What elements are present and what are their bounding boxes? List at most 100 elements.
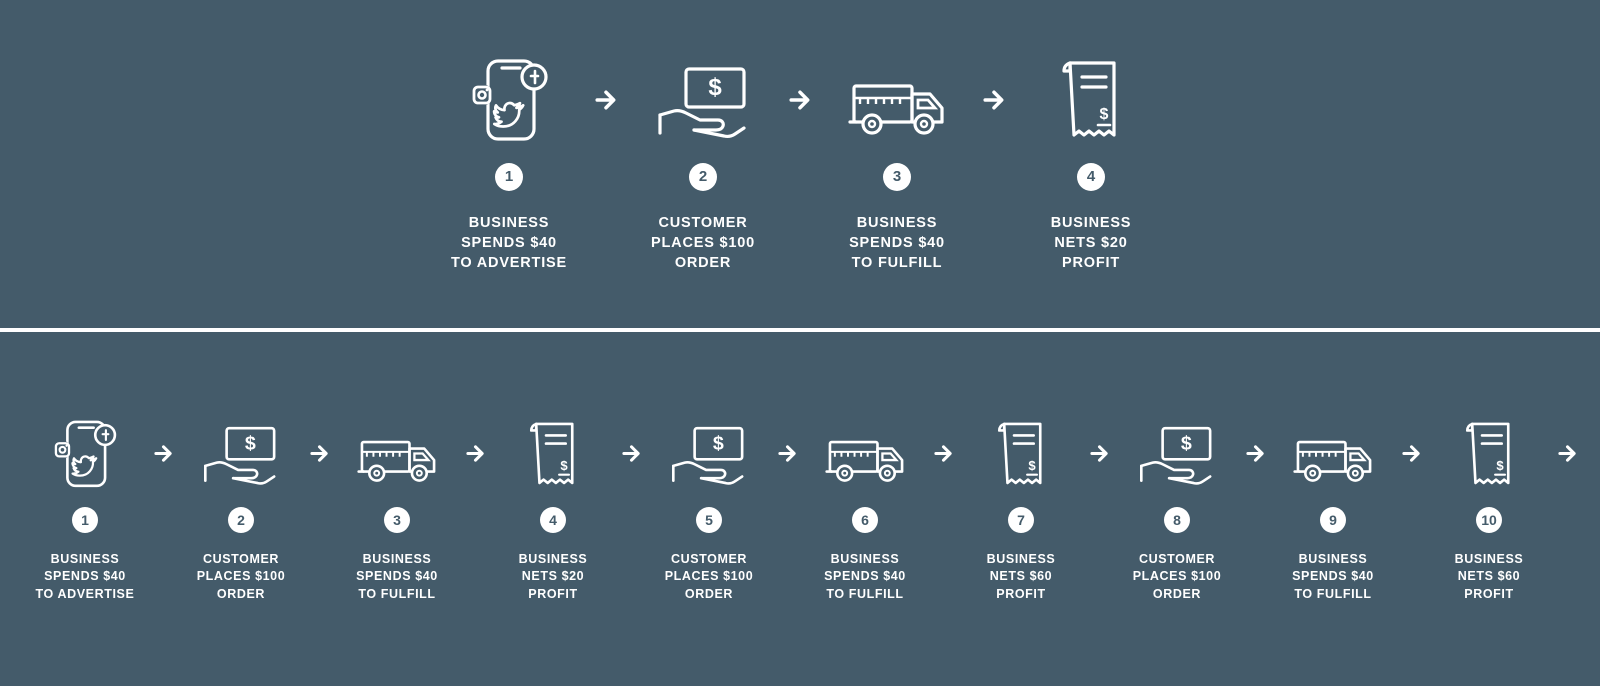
arrow-icon [934,444,953,463]
flow-step: 2 CUSTOMERPLACES $100ORDER [618,55,788,274]
step-caption: BUSINESSSPENDS $40TO FULFILL [849,213,945,274]
flow-arrow [618,415,644,493]
truck-icon [357,424,437,483]
step-icon-wrap [656,55,750,145]
step-number-badge: 6 [852,507,878,533]
flow-arrow [1398,415,1424,493]
arrow-icon [778,444,797,463]
flow-arrow [150,415,176,493]
arrow-icon [466,444,485,463]
flow-step: 2 CUSTOMERPLACES $100ORDER [176,415,306,604]
step-caption: BUSINESSSPENDS $40TO FULFILL [1292,551,1374,604]
step-number-badge: 5 [696,507,722,533]
truck-icon [825,424,905,483]
flow-step: 1 BUSINESSSPENDS $40TO ADVERTISE [20,415,150,604]
step-number-badge: 2 [689,163,717,191]
arrow-icon [789,89,811,111]
step-caption: CUSTOMERPLACES $100ORDER [1133,551,1222,604]
flow-arrow [930,415,956,493]
arrow-icon [1246,444,1265,463]
flow-arrow [774,415,800,493]
hand-money-icon [1138,420,1215,487]
step-caption: BUSINESSNETS $60PROFIT [987,551,1056,604]
step-caption: BUSINESSSPENDS $40TO ADVERTISE [36,551,135,604]
step-icon-wrap [202,415,279,493]
flow-step: 3 BUSINESSSPENDS $40TO FULFILL [332,415,462,604]
step-number-badge: 7 [1008,507,1034,533]
flow-arrow [982,55,1006,145]
receipt-icon [528,419,579,490]
step-number-badge: 10 [1476,507,1502,533]
step-icon-wrap [1138,415,1215,493]
flow-arrow [306,415,332,493]
step-icon-wrap [357,415,437,493]
step-icon-wrap [670,415,747,493]
arrow-icon [1402,444,1421,463]
step-caption: BUSINESSSPENDS $40TO ADVERTISE [451,213,567,274]
flow-arrow [1242,415,1268,493]
step-icon-wrap [51,415,118,493]
step-caption: BUSINESSNETS $20PROFIT [1051,213,1132,274]
social-phone-icon [51,417,118,491]
flow-arrow [788,55,812,145]
flow-step: 6 BUSINESSSPENDS $40TO FULFILL [800,415,930,604]
flow-arrow [594,55,618,145]
step-caption: BUSINESSNETS $20PROFIT [519,551,588,604]
arrow-icon [154,444,173,463]
flow-step: 9 BUSINESSSPENDS $40TO FULFILL [1268,415,1398,604]
truck-icon [1293,424,1373,483]
arrow-icon [622,444,641,463]
panel-top: 1 BUSINESSSPENDS $40TO ADVERTISE 2 CUSTOMER… [0,0,1600,328]
flow-step: 8 CUSTOMERPLACES $100ORDER [1112,415,1242,604]
receipt-icon [996,419,1047,490]
panel-bottom: 1 BUSINESSSPENDS $40TO ADVERTISE 2 CUSTOMER… [0,332,1600,686]
arrow-icon [595,89,617,111]
step-number-badge: 4 [1077,163,1105,191]
flow-top: 1 BUSINESSSPENDS $40TO ADVERTISE 2 CUSTOMER… [424,55,1176,274]
step-number-badge: 2 [228,507,254,533]
step-caption: BUSINESSSPENDS $40TO FULFILL [356,551,438,604]
step-icon-wrap [1293,415,1373,493]
step-number-badge: 4 [540,507,566,533]
flow-arrow [1086,415,1112,493]
hand-money-icon [670,420,747,487]
step-caption: CUSTOMERPLACES $100ORDER [665,551,754,604]
flow-step: 1 BUSINESSSPENDS $40TO ADVERTISE [424,55,594,274]
step-number-badge: 9 [1320,507,1346,533]
step-icon-wrap [825,415,905,493]
flow-step: 4 BUSINESSNETS $20PROFIT [488,415,618,604]
step-icon-wrap [996,415,1047,493]
step-number-badge: 1 [72,507,98,533]
step-icon-wrap [848,55,946,145]
step-number-badge: 1 [495,163,523,191]
step-caption: BUSINESSSPENDS $40TO FULFILL [824,551,906,604]
flow-bottom: 1 BUSINESSSPENDS $40TO ADVERTISE 2 CUSTOMER… [20,415,1580,604]
step-caption: CUSTOMERPLACES $100ORDER [197,551,286,604]
step-caption: BUSINESSNETS $60PROFIT [1455,551,1524,604]
arrow-icon [1558,444,1577,463]
arrow-icon [1090,444,1109,463]
step-icon-wrap [528,415,579,493]
flow-arrow [462,415,488,493]
step-icon-wrap [1464,415,1515,493]
truck-icon [848,64,946,136]
hand-money-icon [202,420,279,487]
hand-money-icon [656,59,750,141]
flow-step: 3 BUSINESSSPENDS $40TO FULFILL [812,55,982,274]
step-number-badge: 3 [883,163,911,191]
flow-step: 5 CUSTOMERPLACES $100ORDER [644,415,774,604]
flow-step: 10 BUSINESSNETS $60PROFIT [1424,415,1554,604]
receipt-icon [1060,57,1122,143]
flow-arrow [1554,415,1580,493]
step-number-badge: 3 [384,507,410,533]
arrow-icon [310,444,329,463]
step-icon-wrap [468,55,550,145]
step-caption: CUSTOMERPLACES $100ORDER [651,213,755,274]
flow-step: 7 BUSINESSNETS $60PROFIT [956,415,1086,604]
flow-step: 4 BUSINESSNETS $20PROFIT [1006,55,1176,274]
step-icon-wrap [1060,55,1122,145]
arrow-icon [983,89,1005,111]
social-phone-icon [468,55,550,145]
step-number-badge: 8 [1164,507,1190,533]
receipt-icon [1464,419,1515,490]
